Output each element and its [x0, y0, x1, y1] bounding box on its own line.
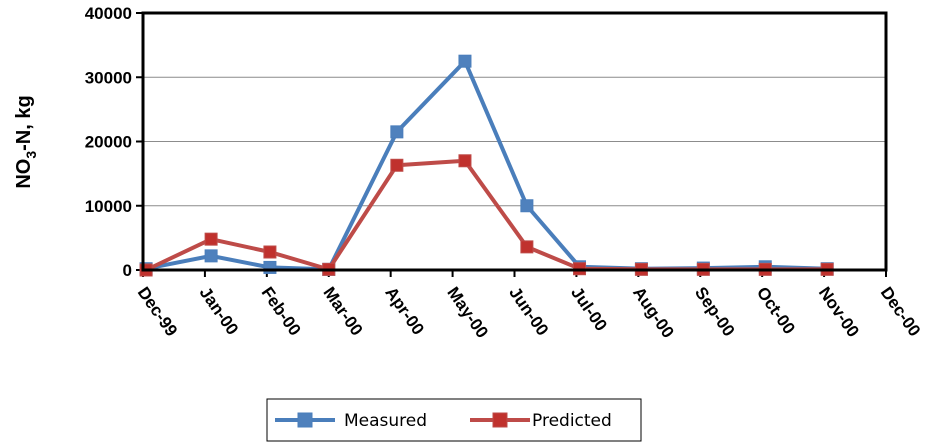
predicted-point-5 [458, 154, 472, 168]
y-axis-label-main: NO [13, 159, 35, 189]
y-tick-label-40000: 40000 [85, 4, 132, 23]
y-axis: 0 10000 20000 30000 40000 [85, 4, 143, 280]
legend: Measured Predicted [266, 398, 642, 442]
measured-point-4 [390, 125, 404, 139]
measured-point-5 [458, 54, 472, 68]
y-tick-label-10000: 10000 [85, 197, 132, 216]
y-axis-label: NO3-N, kg [13, 95, 39, 188]
y-tick-label-20000: 20000 [85, 133, 132, 152]
legend-predicted-label: Predicted [532, 411, 612, 431]
gridlines [143, 76, 886, 207]
measured-point-1 [204, 249, 218, 263]
y-axis-label-rest: -N, kg [13, 95, 35, 151]
predicted-point-6 [520, 240, 534, 254]
predicted-point-2 [263, 245, 277, 259]
plot-frame [141, 11, 888, 272]
legend-measured-label: Measured [344, 411, 427, 431]
y-axis-label-subscript: 3 [23, 151, 39, 159]
y-tick-label-30000: 30000 [85, 68, 132, 87]
measured-point-2 [263, 260, 277, 274]
predicted-point-4 [390, 158, 404, 172]
legend-predicted-marker [492, 412, 508, 428]
y-tick-label-0: 0 [123, 261, 132, 280]
measured-point-6 [520, 199, 534, 213]
legend-measured-marker [297, 412, 313, 428]
predicted-point-1 [204, 232, 218, 246]
